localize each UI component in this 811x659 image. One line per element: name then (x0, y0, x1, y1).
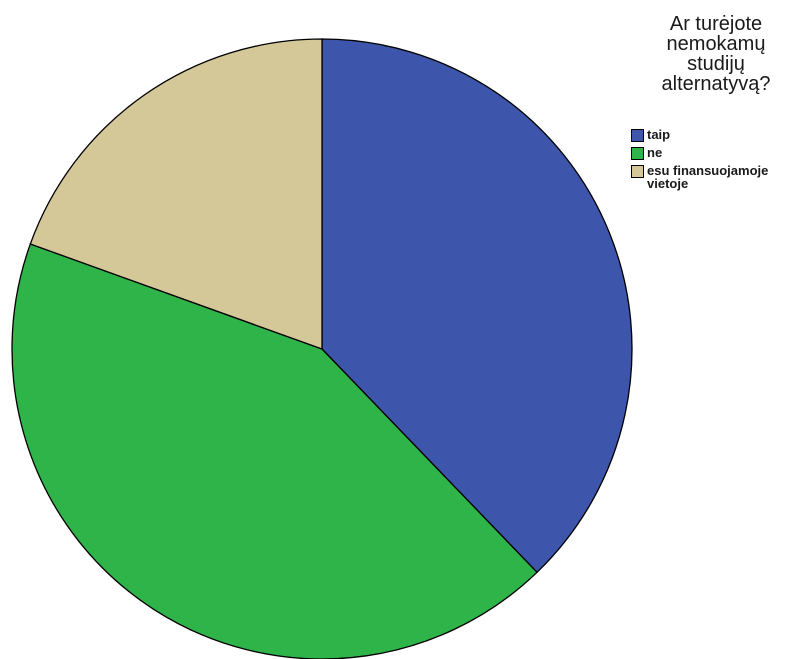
legend-label-ne: ne (647, 145, 663, 160)
pie-slice-ne (11, 243, 538, 659)
legend-item-taip: taip (631, 128, 768, 142)
legend-label-taip: taip (647, 127, 671, 142)
legend: taip ne esu finansuojamoje vietoje (631, 128, 768, 194)
legend-item-finansuojamoje: esu finansuojamoje vietoje (631, 164, 768, 190)
legend-swatch-finansuojamoje (631, 165, 644, 178)
pie-slice-taip (321, 38, 633, 574)
legend-item-ne: ne (631, 146, 768, 160)
legend-title: Ar turėjote nemokamų studijų alternatyvą… (661, 13, 771, 95)
legend-label-finansuojamoje: esu finansuojamoje vietoje (647, 163, 769, 191)
legend-swatch-taip (631, 129, 644, 142)
pie-slice-esu (29, 38, 323, 350)
legend-swatch-ne (631, 147, 644, 160)
